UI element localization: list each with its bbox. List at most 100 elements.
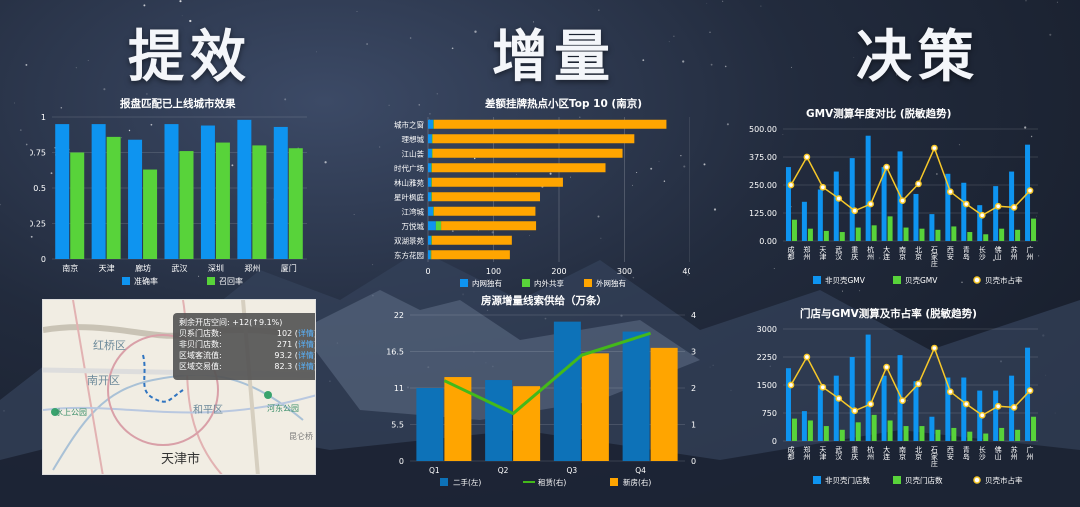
chart2-legend-swatch (584, 279, 592, 287)
star-dot (1049, 33, 1052, 36)
chart1-bar (237, 119, 252, 259)
chart3-yright-tick-label: 0 (691, 457, 696, 466)
chart5-ytick-label: 2250 (757, 353, 777, 362)
chart2-ytick-label: 江山荟 (402, 148, 425, 158)
chart2-bar (433, 206, 434, 216)
chart-gmv-yearly: 0.00 125.00 250.00 375.00 500.00 成都 郑州 天津 武汉 重庆 杭州… (749, 125, 1038, 285)
chart5-bar (935, 429, 941, 441)
tooltip-detail-link[interactable]: 详情 (297, 362, 314, 371)
chart1-bar (91, 124, 106, 259)
chart5-bar (887, 420, 893, 441)
chart1-bar (215, 142, 230, 259)
star-dot (673, 35, 675, 37)
chart5-bar (961, 377, 967, 441)
chart5-bar (823, 426, 829, 441)
chart1-xtick-label: 深圳 (208, 263, 224, 273)
chart4-xtick-label: 郑州 (803, 246, 811, 260)
chart4-xtick-label: 佛山 (994, 245, 1002, 261)
chart4-legend-swatch (973, 276, 981, 284)
chart2-bar (428, 250, 431, 260)
chart2-bar (435, 221, 442, 231)
chart3-legend-label: 新房(右) (623, 477, 651, 487)
chart1-ytick-label: 0 (41, 255, 46, 264)
chart4-line-point (899, 197, 906, 205)
chart4-line-point (851, 207, 859, 215)
chart4-title: GMV测算年度对比 (脱敏趋势) (806, 108, 952, 120)
tianjin-map[interactable]: 红桥区 南开区 和平区 水上公园 河东公园 昆仑桥 天津市 剩余开店空间: +1… (42, 299, 316, 475)
chart5-bar (993, 390, 999, 441)
tooltip-detail-link[interactable]: 详情 (297, 340, 314, 349)
chart5-xtick-label: 石家庄 (930, 446, 938, 468)
chart5-legend-swatch (973, 476, 981, 484)
chart5-bar (791, 418, 797, 441)
chart4-xtick-label: 天津 (819, 246, 827, 261)
chart3-xtick-label: Q2 (498, 466, 509, 475)
star-dot (75, 67, 77, 69)
chart5-line-point (994, 402, 1002, 410)
chart5-bar (833, 375, 839, 441)
star-dot (790, 66, 792, 68)
chart1-xtick-label: 厦门 (281, 263, 297, 273)
star-dot (284, 98, 287, 101)
chart4-bar (929, 214, 935, 241)
tooltip-row: 非贝门店数:271 (详情) (179, 340, 315, 349)
tooltip-detail-link[interactable]: 详情 (297, 351, 314, 360)
chart4-ytick-label: 125.00 (749, 209, 777, 218)
chart5-bar (817, 385, 823, 441)
chart5-bar (1031, 416, 1037, 441)
chart5-legend-swatch (893, 476, 901, 484)
chart5-bar (999, 427, 1005, 441)
chart4-line-point (803, 153, 811, 161)
map-label-hongqiao: 红桥区 (93, 339, 126, 352)
chart3-legend-swatch (610, 478, 618, 486)
chart5-line-point (835, 395, 843, 402)
chart5-bar (903, 426, 909, 441)
chart2-legend-label: 外网独有 (596, 278, 626, 288)
header-decision: 决策 (856, 25, 980, 90)
chart5-line-point (851, 407, 859, 415)
star-dot (324, 161, 327, 164)
chart2-bar (431, 235, 512, 245)
chart5-bar (919, 426, 925, 441)
chart2-ytick-label: 星叶枫庭 (394, 192, 424, 202)
map-label-tianjin: 天津市 (161, 452, 201, 467)
chart5-line-point (899, 397, 906, 405)
chart5-xtick-label: 郑州 (803, 446, 811, 460)
chart-store-gmv-share: 0 750 1500 2250 3000 成都 郑州 天津 武汉 重庆 杭州 大连 南京 北京 石家庄 西安青… (757, 325, 1038, 485)
star-dot (462, 293, 465, 296)
chart1-ytick-label: 0.5 (33, 184, 46, 193)
star-dot (474, 30, 477, 33)
chart2-ytick-label: 时代广场 (394, 163, 424, 173)
chart4-bar (849, 158, 855, 241)
tooltip-detail-link[interactable]: 详情 (297, 329, 314, 338)
header-growth: 增量 (492, 25, 616, 90)
chart4-xtick-label: 杭州 (867, 245, 875, 260)
chart3-bar (513, 386, 541, 461)
chart5-bar (951, 427, 957, 441)
chart5-bar (897, 355, 903, 441)
chart4-legend-label: 非贝壳GMV (825, 275, 866, 285)
chart4-line-point (994, 202, 1002, 210)
chart5-bar (849, 357, 855, 441)
chart5-bar (945, 377, 951, 441)
star-dot (14, 102, 15, 104)
star-dot (712, 364, 714, 366)
chart1-xtick-label: 廊坊 (135, 263, 151, 273)
star-dot (0, 203, 1, 206)
chart2-legend-label: 内外共享 (534, 278, 564, 288)
chart4-bar (1015, 229, 1021, 241)
chart4-bar (913, 193, 919, 241)
chart4-bar (903, 227, 909, 241)
chart4-ytick-label: 500.00 (749, 125, 777, 134)
star-dot (329, 380, 331, 383)
chart3-yright-tick-label: 1 (691, 421, 696, 430)
chart4-line-point (867, 200, 875, 208)
chart3-yleft-tick-label: 0 (399, 457, 404, 466)
chart4-line-point (1010, 204, 1018, 211)
chart4-bar (967, 232, 973, 241)
chart4-ytick-label: 0.00 (759, 237, 777, 246)
chart4-xtick-label: 武汉 (835, 245, 843, 261)
chart5-line-point (803, 353, 811, 361)
chart1-bar (273, 126, 288, 259)
chart4-bar (817, 189, 823, 241)
